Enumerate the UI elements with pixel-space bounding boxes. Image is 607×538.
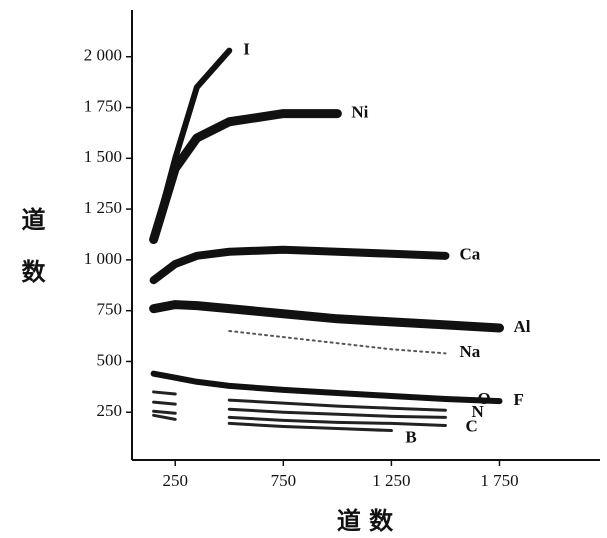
y-tick-label: 2 000 bbox=[84, 46, 122, 65]
y-tick-label: 750 bbox=[97, 300, 123, 319]
x-axis-label: 道 数 bbox=[337, 507, 394, 535]
y-tick-label: 250 bbox=[97, 401, 123, 420]
series-band bbox=[149, 300, 504, 333]
series-label: Ni bbox=[351, 103, 368, 122]
y-tick-label: 1 500 bbox=[84, 147, 122, 166]
y-tick-label: 1 000 bbox=[84, 249, 122, 268]
series-label: O bbox=[477, 389, 490, 408]
series-label: N bbox=[471, 402, 484, 421]
x-tick-label: 250 bbox=[162, 471, 188, 490]
series-label: C bbox=[465, 416, 477, 435]
y-tick-label: 1 750 bbox=[84, 96, 122, 115]
series-label: Ca bbox=[459, 245, 480, 264]
series-band bbox=[152, 400, 447, 419]
series-label: Na bbox=[459, 342, 480, 361]
series-band bbox=[152, 409, 447, 427]
series-label: F bbox=[513, 390, 523, 409]
series-label: Al bbox=[513, 317, 530, 336]
series-label: B bbox=[405, 427, 416, 446]
x-tick-label: 1 250 bbox=[372, 471, 410, 490]
series-band bbox=[149, 245, 450, 285]
series-band bbox=[150, 370, 503, 405]
y-tick-label: 1 250 bbox=[84, 198, 122, 217]
x-tick-label: 750 bbox=[271, 471, 297, 490]
series-band bbox=[149, 109, 342, 245]
y-tick-label: 500 bbox=[97, 350, 123, 369]
series-band bbox=[152, 413, 393, 433]
y-axis-label: 道 数 bbox=[17, 206, 45, 284]
series-band bbox=[152, 390, 447, 412]
series-label: I bbox=[243, 40, 250, 59]
series-band bbox=[228, 329, 447, 355]
x-tick-label: 1 750 bbox=[480, 471, 518, 490]
